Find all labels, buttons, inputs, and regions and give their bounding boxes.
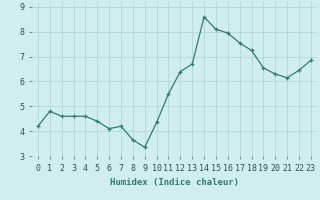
- X-axis label: Humidex (Indice chaleur): Humidex (Indice chaleur): [110, 178, 239, 187]
